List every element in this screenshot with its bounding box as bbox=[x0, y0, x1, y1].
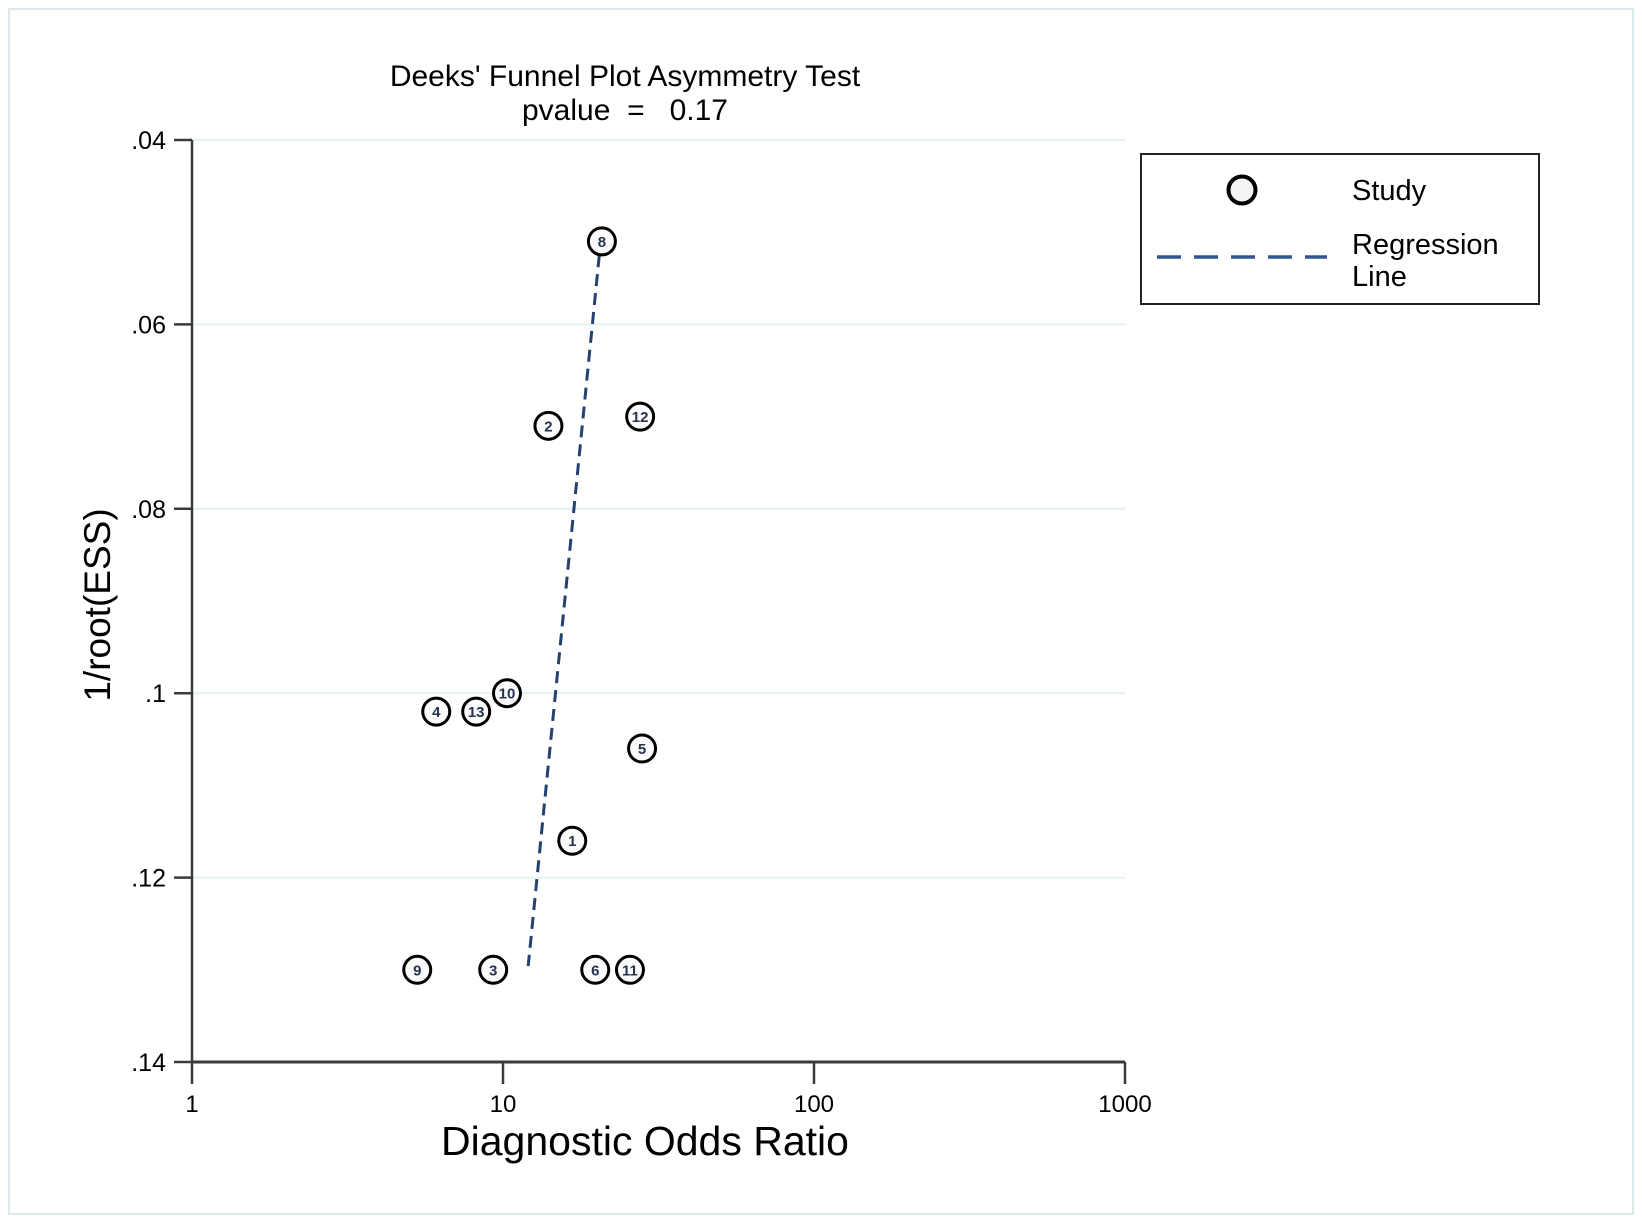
study-point bbox=[625, 401, 656, 432]
legend-regression-label: Regression Line bbox=[1352, 229, 1499, 293]
study-point bbox=[533, 410, 564, 441]
chart-title: Deeks' Funnel Plot Asymmetry Test bbox=[389, 60, 861, 93]
study-point bbox=[461, 696, 492, 727]
study-point-label: 12 bbox=[632, 409, 649, 426]
study-point-label: 3 bbox=[489, 962, 497, 979]
study-point bbox=[491, 678, 522, 709]
study-point bbox=[586, 226, 617, 257]
x-tick-label: 10 bbox=[490, 1091, 517, 1118]
study-point-label: 6 bbox=[591, 962, 599, 979]
study-point-label: 11 bbox=[622, 962, 638, 979]
study-point bbox=[402, 954, 433, 985]
x-tick-label: 100 bbox=[794, 1091, 834, 1118]
x-axis-label: Diagnostic Odds Ratio bbox=[441, 1118, 849, 1164]
x-tick-label: 1000 bbox=[1098, 1091, 1151, 1118]
study-point bbox=[478, 954, 509, 985]
study-point-label: 2 bbox=[544, 418, 552, 435]
study-point-label: 10 bbox=[499, 686, 516, 703]
y-tick-label: .04 bbox=[131, 127, 166, 155]
study-point bbox=[580, 954, 611, 985]
study-point-label: 9 bbox=[413, 962, 421, 979]
y-tick-label: .08 bbox=[131, 496, 166, 524]
y-tick-label: .14 bbox=[131, 1049, 166, 1077]
regression-line-swatch-icon bbox=[1156, 253, 1328, 261]
page-border-frame bbox=[8, 8, 1634, 1215]
legend: Study Regression Line bbox=[1140, 153, 1540, 305]
legend-study-label: Study bbox=[1352, 175, 1427, 207]
y-tick-label: .12 bbox=[131, 865, 166, 893]
y-tick-label: .06 bbox=[131, 311, 166, 339]
chart-subtitle: pvalue = 0.17 bbox=[522, 94, 728, 127]
study-point-label: 4 bbox=[432, 704, 441, 721]
study-point bbox=[557, 825, 588, 856]
y-tick-label: .1 bbox=[145, 680, 166, 708]
study-point bbox=[614, 954, 645, 985]
regression-line bbox=[526, 255, 601, 967]
study-point-label: 8 bbox=[598, 234, 606, 251]
study-point bbox=[627, 733, 658, 764]
study-point-label: 5 bbox=[638, 741, 646, 758]
study-point bbox=[421, 696, 452, 727]
study-point-label: 13 bbox=[468, 704, 485, 721]
x-tick-label: 1 bbox=[185, 1091, 198, 1118]
study-marker-icon bbox=[1225, 173, 1259, 207]
study-point-label: 1 bbox=[568, 833, 576, 850]
